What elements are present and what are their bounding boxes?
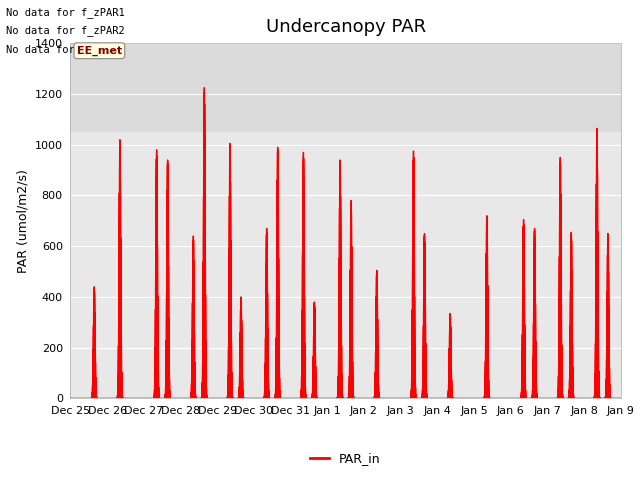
Title: Undercanopy PAR: Undercanopy PAR xyxy=(266,18,426,36)
Legend: PAR_in: PAR_in xyxy=(305,447,386,470)
Text: No data for f_zPAR3: No data for f_zPAR3 xyxy=(6,44,125,55)
Bar xyxy=(70,43,621,132)
Text: EE_met: EE_met xyxy=(77,46,122,56)
Y-axis label: PAR (umol/m2/s): PAR (umol/m2/s) xyxy=(16,169,29,273)
Text: No data for f_zPAR1: No data for f_zPAR1 xyxy=(6,7,125,18)
Text: No data for f_zPAR2: No data for f_zPAR2 xyxy=(6,25,125,36)
